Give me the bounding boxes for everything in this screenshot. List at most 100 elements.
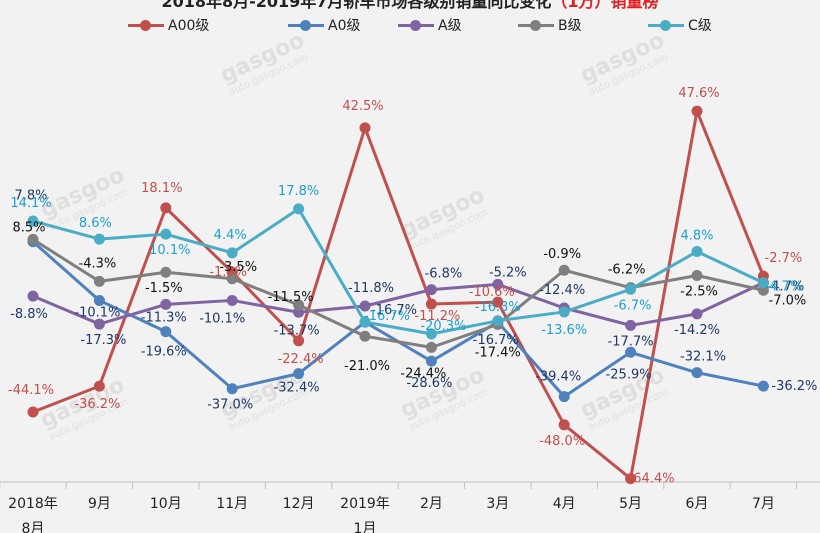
data-point [93,294,105,306]
data-label: -16.7% [371,303,417,318]
data-point [757,284,769,296]
data-label: -2.7% [765,251,803,266]
legend-marker [530,19,541,31]
data-label: -17.3% [80,333,126,348]
data-label: -36.2% [74,397,120,412]
data-point [226,383,238,395]
data-point [492,315,504,327]
data-point [359,316,371,328]
data-label: 7.8% [14,189,47,204]
data-label: -24.4% [400,366,446,381]
data-label: -19.6% [141,345,187,360]
data-label: -4.7% [765,280,803,295]
data-point [27,233,39,245]
data-label: -0.9% [543,247,581,262]
legend-swatch [288,19,324,31]
data-point [492,278,504,290]
data-point [425,284,437,296]
data-label: -1.5% [209,265,247,280]
data-label: -28.6% [406,376,452,391]
data-label: -6.7% [614,298,652,313]
data-label: -16.3% [475,300,521,315]
data-point [27,406,39,418]
legend-label: B级 [558,18,582,34]
legend-item: B级 [518,14,582,36]
data-label: 18.1% [141,181,182,196]
data-point [625,346,637,358]
chart-title-main: 2018年8月-2019年7月轿车市场各级别销量同比变化 [161,0,552,11]
data-label: -2.5% [680,285,718,300]
data-point [293,299,305,311]
data-point [160,266,172,278]
legend-marker [410,19,421,31]
data-label: -16.7% [473,333,519,348]
legend-marker [660,19,671,31]
data-point [93,233,105,245]
data-label: -39.4% [535,370,581,385]
data-label: 10.1% [149,243,190,258]
data-label: -7.0% [769,293,807,308]
data-label: -1.5% [145,281,183,296]
legend-item: A0级 [288,14,360,36]
data-label: -44.1% [8,383,54,398]
data-point [226,294,238,306]
data-label: 14.1% [10,196,51,211]
data-point [160,202,172,214]
data-point [625,283,637,295]
legend-swatch [648,19,684,31]
data-point [558,391,570,403]
legend-label: A0级 [328,18,361,34]
data-label: -14.2% [674,323,720,338]
data-point [359,330,371,342]
data-point [691,308,703,320]
legend-marker [300,19,311,31]
data-label: -8.8% [10,307,48,322]
x-tick-label: 12月 [283,496,315,512]
data-label: -4.7% [767,280,805,295]
data-point [625,319,637,331]
data-label: 8.6% [79,216,112,231]
chart-title: 2018年8月-2019年7月轿车市场各级别销量同比变化（1万）销量榜 [0,0,820,12]
legend-label: A级 [438,18,462,34]
data-point [160,298,172,310]
x-tick-label: 2019年 1月 [340,496,390,533]
data-point [293,368,305,380]
legend-item: C级 [648,14,712,36]
data-point [160,228,172,240]
data-point [691,367,703,379]
data-label: -11.2% [414,309,460,324]
data-point [558,419,570,431]
data-point [293,203,305,215]
data-label: -10.1% [74,305,120,320]
data-label: -21.0% [344,359,390,374]
data-point [359,300,371,312]
x-tick-label: 11月 [216,496,248,512]
data-point [425,355,437,367]
data-label: -17.7% [608,334,654,349]
series-line [32,238,764,349]
data-label: -4.3% [79,256,117,271]
data-label: 42.5% [342,99,383,114]
data-label: -10.6% [469,285,515,300]
data-label: -37.0% [207,398,253,413]
legend-swatch [128,19,164,31]
data-point [226,247,238,259]
data-point [691,105,703,117]
data-label: -22.4% [278,352,324,367]
data-point [625,473,637,485]
data-point [160,326,172,338]
chart-title-highlight: （1万）销量榜 [551,0,659,11]
data-label: -17.4% [475,345,521,360]
data-point [27,290,39,302]
legend-swatch [398,19,434,31]
legend-item: A级 [398,14,462,36]
series-line [32,281,765,327]
data-point [425,298,437,310]
data-point [757,277,769,289]
data-point [558,306,570,318]
data-point [558,264,570,276]
data-label: -10.1% [199,311,245,326]
x-tick-label: 3月 [486,496,509,512]
data-point [425,328,437,340]
